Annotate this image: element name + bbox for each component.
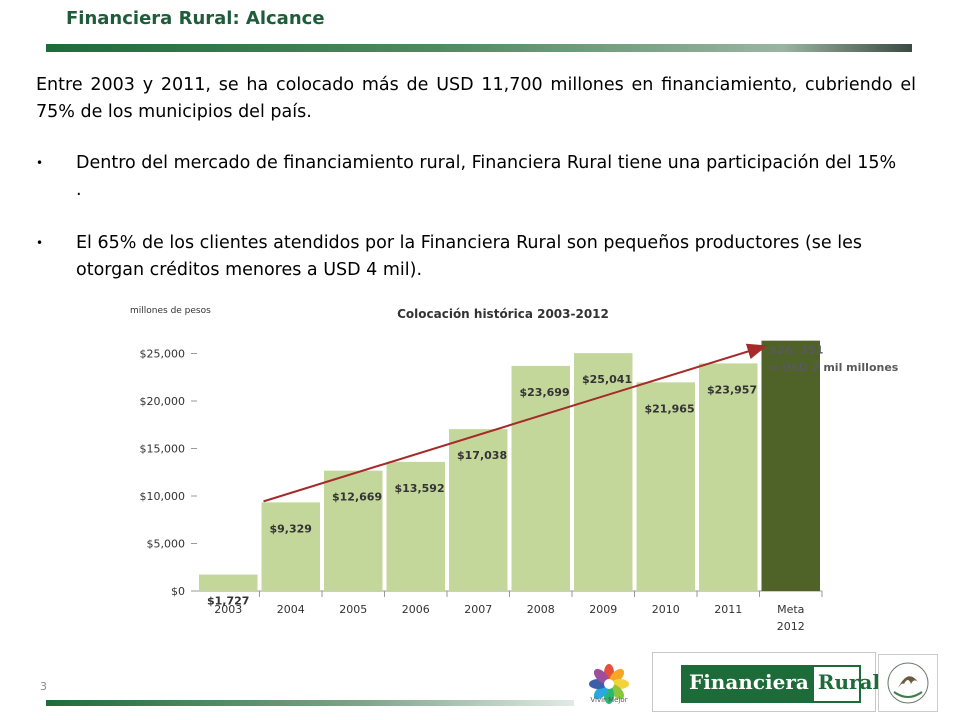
bullet-item: • El 65% de los clientes atendidos por la… [36,230,906,284]
bar-value-label: $23,957 [707,383,757,396]
x-tick-label: 2004 [277,603,305,616]
chart-bar [199,574,258,591]
x-tick-label: 2007 [464,603,492,616]
logo-text-rural: Rural [817,670,881,694]
bullet-text: El 65% de los clientes atendidos por la … [76,233,862,280]
y-tick-label: $20,000 [140,395,186,408]
chart-bar [261,502,320,591]
bar-value-label: $13,592 [395,482,445,495]
y-tick-label: $15,000 [140,443,186,456]
intro-paragraph: Entre 2003 y 2011, se ha colocado más de… [36,75,916,122]
x-tick-label: 2011 [714,603,742,616]
trend-arrow [263,343,768,503]
bar-value-label: $17,038 [457,449,507,462]
chart-bar [699,363,758,591]
vivir-mejor-text: Vivir Mejor [590,696,628,704]
page-title: Financiera Rural: Alcance [66,8,325,29]
logo-text-financiera: Financiera [683,667,814,701]
y-axis-label: millones de pesos [130,306,211,316]
bar-value-label: $12,669 [332,491,382,504]
y-tick-label: $25,000 [140,348,186,361]
chart-title: Colocación histórica 2003-2012 [397,307,609,321]
x-tick-label: 2008 [527,603,555,616]
y-tick-label: $0 [171,585,185,598]
bar-value-label: $9,329 [270,522,312,535]
chart-bar [636,382,695,591]
bullet-item: • Dentro del mercado de financiamiento ru… [36,150,906,204]
vivir-mejor-logo-icon [589,664,629,704]
y-tick-label: $5,000 [147,538,186,551]
bullet-icon: • [36,236,44,250]
bar-value-label: $26, 351 [770,344,824,357]
chart-bar [511,365,570,591]
bullet-text: Dentro del mercado de financiamiento rur… [76,153,897,200]
financiera-rural-logo: Financiera Rural [652,652,880,712]
bullet-list: • Dentro del mercado de financiamiento ru… [36,150,906,310]
bar-value-label: $23,699 [520,386,570,399]
x-tick-label: 2010 [652,603,680,616]
x-tick-label: 2003 [214,603,242,616]
bar-chart: $0 $5,000 $10,000 $15,000 $20,000 $25,000 $1,… [130,306,899,633]
x-tick-label: 2006 [402,603,430,616]
chart-bar [449,429,508,591]
x-tick-label: 2009 [589,603,617,616]
chart-bar [574,353,633,591]
bullet-icon: • [36,156,44,170]
x-tick-label: 2005 [339,603,367,616]
footer-rule [46,700,574,706]
chart-bar [761,340,820,591]
chart-bar [386,461,445,591]
bar-value-label: $21,965 [645,402,695,415]
x-tick-label: Meta 2012 [777,603,805,633]
page-number: 3 [40,680,47,693]
title-underline [46,44,912,52]
y-tick-label: $10,000 [140,490,186,503]
bar-value-label: $1,727 [207,595,249,608]
bar-value-label: $25,041 [582,373,632,386]
chart-bar [324,470,383,591]
mexico-seal-icon [878,654,938,712]
chart-annotation: = USD 2 mil millones [769,361,899,374]
